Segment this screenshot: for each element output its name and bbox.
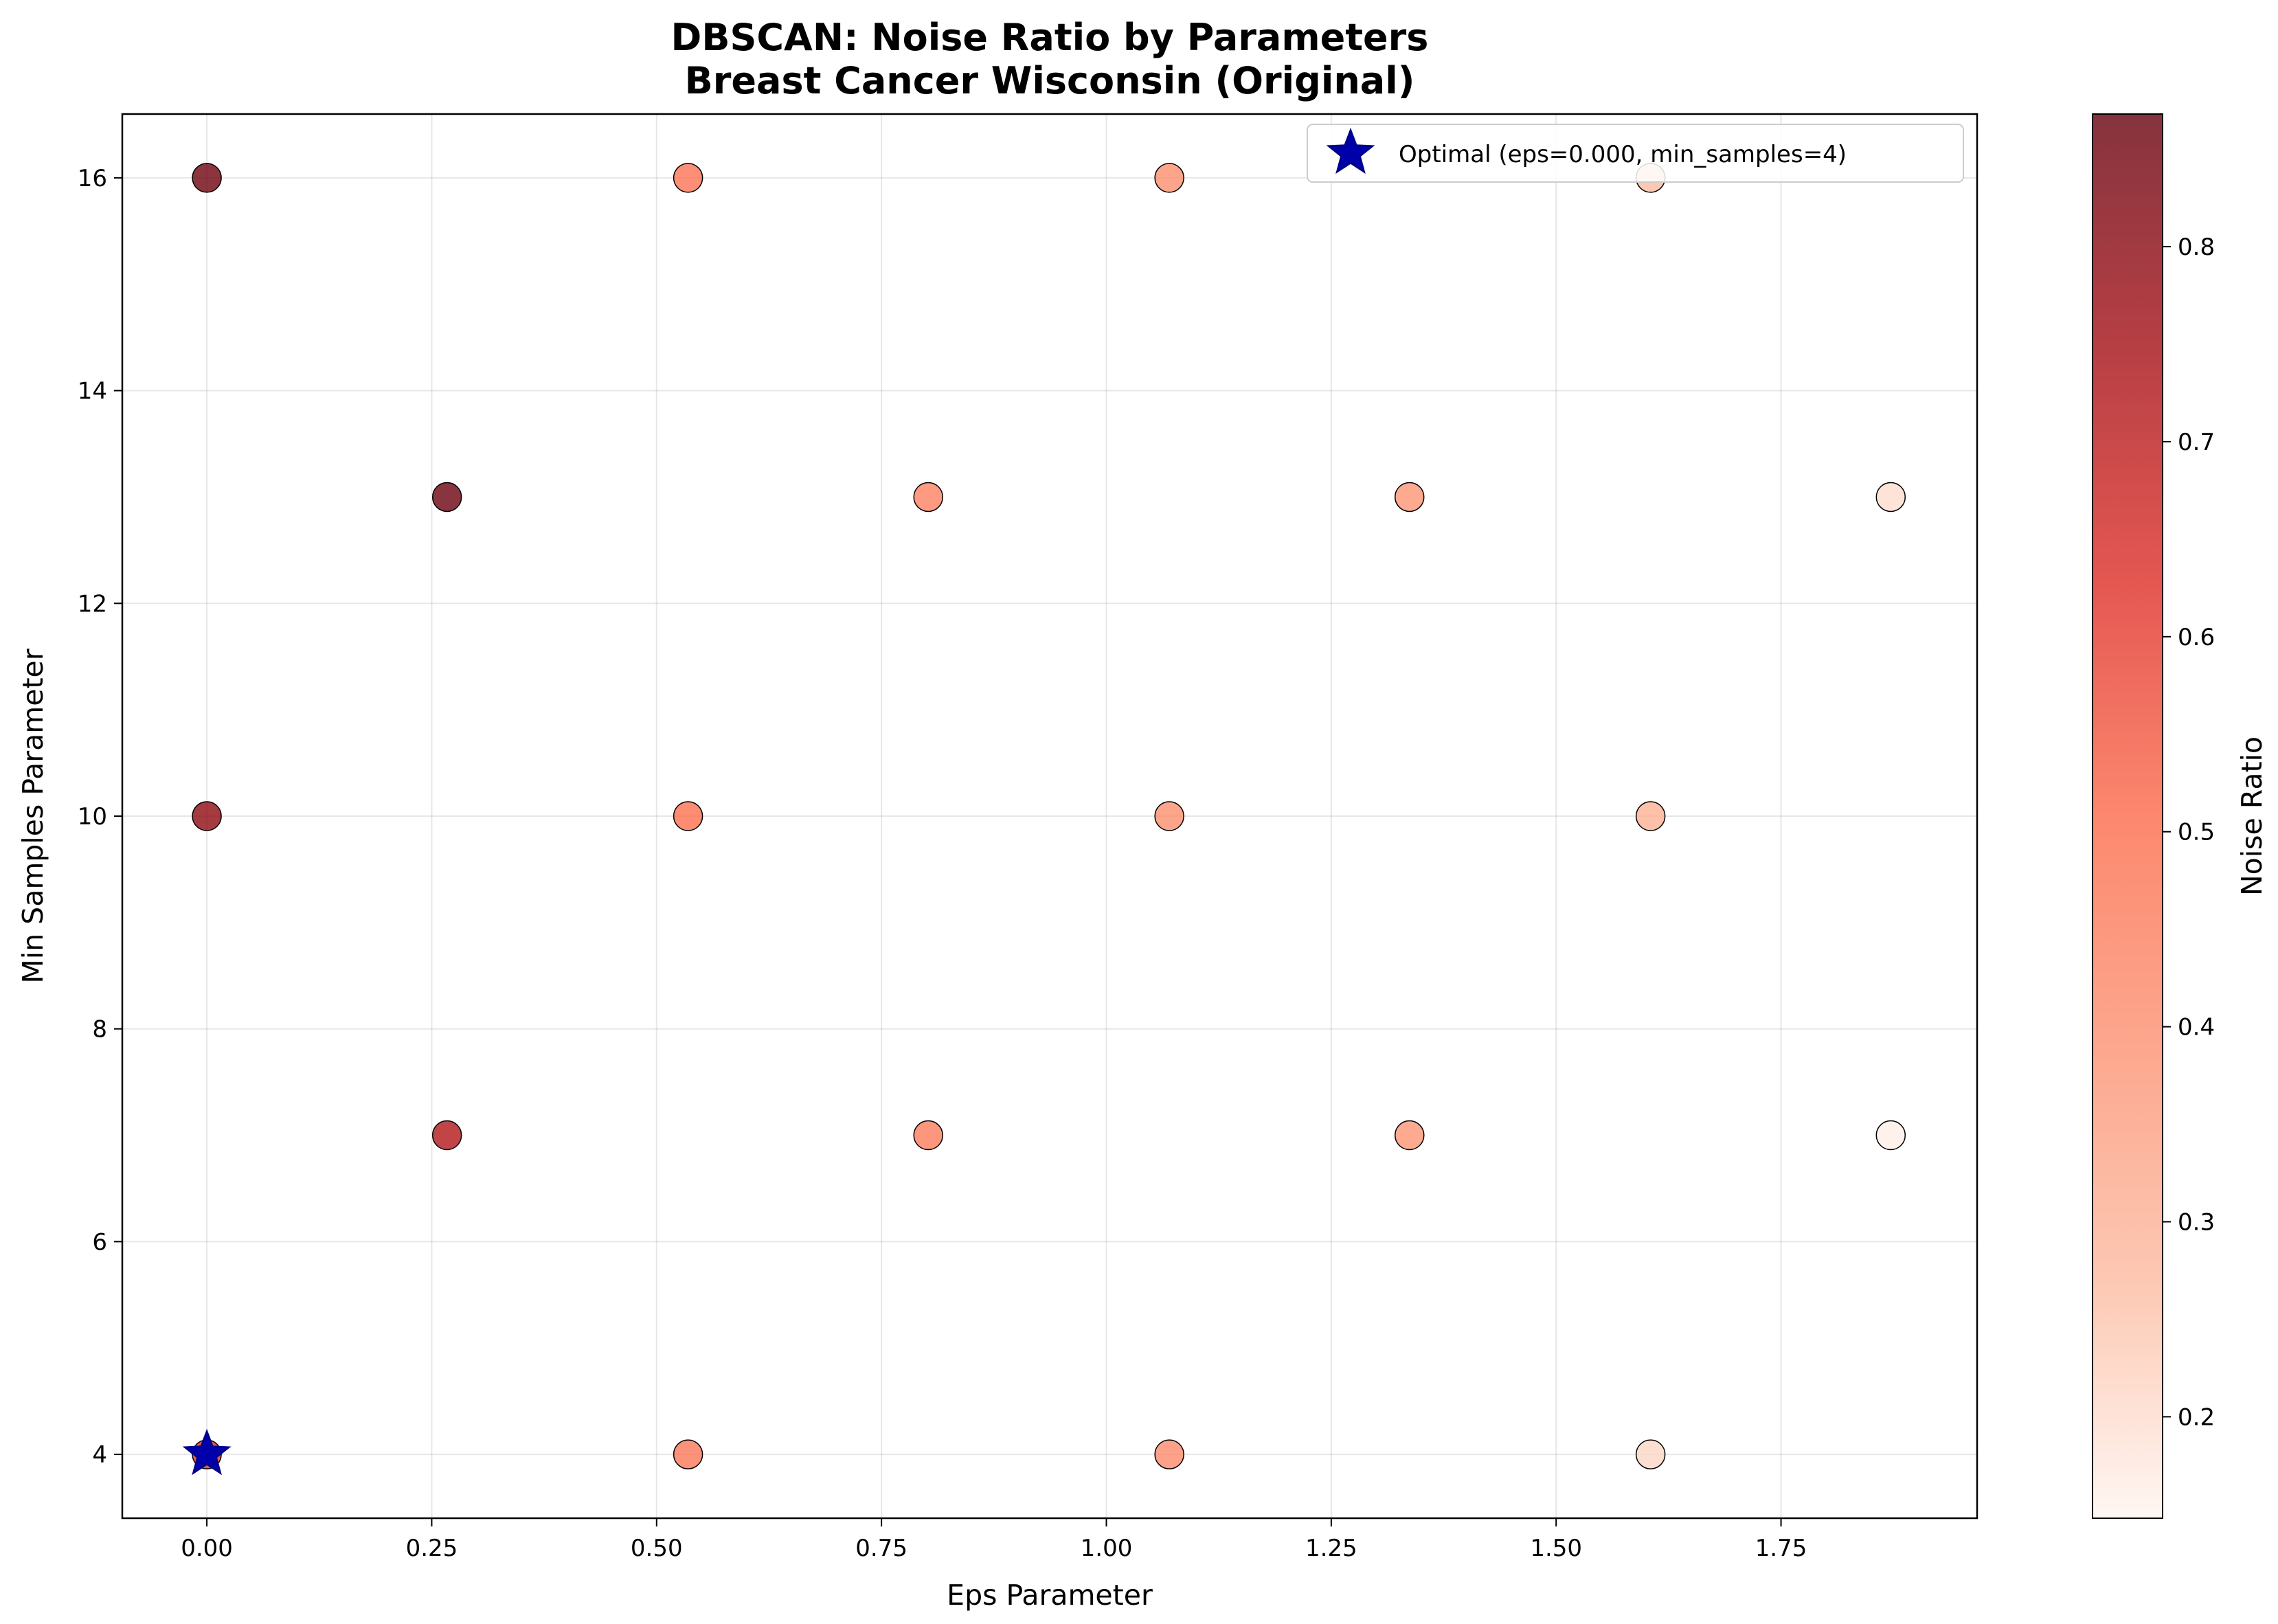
data-point [1635,801,1666,831]
legend-entry-optimal: Optimal (eps=0.000, min_samples=4) [1399,141,1847,168]
x-tick-label: 1.25 [1305,1535,1357,1562]
y-tick-label: 6 [92,1228,107,1256]
y-tick-label: 8 [92,1016,107,1044]
data-point [1154,801,1184,831]
legend: Optimal (eps=0.000, min_samples=4) [1307,124,1964,183]
y-tick-label: 14 [78,378,107,405]
x-axis-ticks: 0.00 0.25 0.50 0.75 1.00 1.25 1.50 1.75 [181,1518,1807,1562]
colorbar-ticks: 0.2 0.3 0.4 0.5 0.6 0.7 0.8 [2163,234,2215,1431]
optimal-marker [182,1428,232,1476]
data-point [431,482,462,512]
y-axis-ticks: 4 6 8 10 12 14 16 [78,165,122,1469]
colorbar-tick-label: 0.3 [2178,1208,2215,1236]
colorbar-tick-label: 0.8 [2178,234,2215,261]
colorbar-tick-label: 0.4 [2178,1014,2215,1041]
optimal-star-icon [182,1428,232,1476]
x-tick-label: 0.75 [855,1535,907,1562]
x-tick-label: 1.75 [1755,1535,1807,1562]
colorbar-tick-label: 0.6 [2178,624,2215,651]
x-tick-label: 1.00 [1081,1535,1133,1562]
y-tick-label: 4 [92,1441,107,1469]
data-point [673,801,703,831]
x-tick-label: 0.50 [631,1535,683,1562]
data-point [1875,482,1906,512]
grid-lines [122,114,1977,1518]
data-point [1635,1439,1666,1469]
data-point [1154,163,1184,193]
data-point [1154,1439,1184,1469]
data-point [1875,1120,1906,1151]
legend-box [1307,124,1964,183]
x-tick-label: 0.00 [181,1535,233,1562]
legend-star-icon [1326,127,1375,174]
x-tick-label: 1.50 [1530,1535,1582,1562]
x-tick-label: 0.25 [406,1535,458,1562]
x-axis-label: Eps Parameter [947,1579,1153,1612]
chart-subtitle: Breast Cancer Wisconsin (Original) [685,59,1415,102]
data-point [431,1120,462,1151]
colorbar-tick-label: 0.7 [2178,429,2215,456]
data-point [1395,1120,1425,1151]
chart-title: DBSCAN: Noise Ratio by Parameters [671,16,1429,59]
y-tick-label: 10 [78,803,107,831]
y-tick-label: 16 [78,165,107,192]
data-point [673,1439,703,1469]
data-point [673,163,703,193]
data-point [192,163,222,193]
colorbar-label: Noise Ratio [2235,736,2268,896]
colorbar: 0.2 0.3 0.4 0.5 0.6 0.7 0.8 Noise Ratio [2092,113,2268,1519]
data-point [913,1120,943,1151]
colorbar-tick-label: 0.5 [2178,819,2215,846]
y-tick-label: 12 [78,590,107,618]
data-point [1395,482,1425,512]
colorbar-gradient [2092,113,2163,1519]
y-axis-label: Min Samples Parameter [16,649,49,983]
legend-star-shape [1326,127,1375,174]
data-point [192,801,222,831]
data-point [913,482,943,512]
colorbar-tick-label: 0.2 [2178,1403,2215,1431]
